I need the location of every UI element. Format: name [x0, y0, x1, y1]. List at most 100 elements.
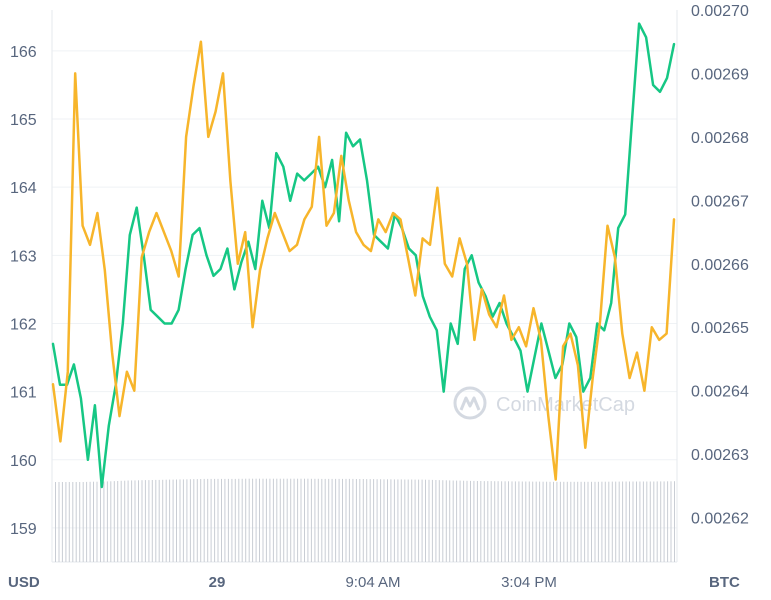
volume-bar: [272, 478, 274, 562]
volume-bar: [597, 481, 599, 562]
series: [51, 22, 676, 489]
volume-bar: [72, 482, 74, 562]
volume-bar: [425, 479, 426, 562]
volume-bar: [162, 479, 164, 562]
volume-bar: [75, 482, 77, 562]
volume-bar: [196, 479, 198, 562]
volume-bar: [508, 481, 509, 562]
volume-bar: [407, 479, 409, 562]
volume-bar: [428, 479, 430, 562]
volume-bar: [151, 480, 153, 562]
volume-bar: [456, 480, 458, 562]
right-axis-ticks: 0.00262 0.00263 0.00264 0.00265 0.00266 0.002…: [691, 3, 749, 528]
volume-bar: [120, 480, 122, 562]
volume-bar: [442, 480, 444, 562]
left-tick-label: 159: [10, 521, 37, 538]
volume-bar: [276, 478, 278, 562]
volume-bar: [497, 481, 499, 562]
volume-bar: [58, 482, 60, 562]
volume-bar: [138, 480, 139, 562]
volume-bar: [580, 481, 582, 562]
volume-bar: [473, 480, 475, 562]
volume-bar: [490, 481, 492, 562]
volume-bar: [559, 481, 561, 562]
volume-bar: [328, 478, 330, 562]
volume-bar: [463, 480, 465, 562]
volume-bar: [480, 481, 482, 562]
left-tick-label: 162: [10, 317, 37, 334]
usd-price-line: [51, 22, 676, 489]
volume-bar: [404, 479, 406, 562]
volume-bar: [210, 478, 212, 562]
volume-bar: [615, 481, 617, 562]
volume-bar: [431, 479, 433, 562]
volume-bar: [366, 479, 368, 562]
volume-bar: [618, 481, 620, 562]
volume-bar: [317, 478, 319, 562]
volume-bar: [528, 481, 530, 562]
volume-bar: [539, 481, 541, 562]
volume-bar: [470, 480, 471, 562]
right-tick-label: 0.00266: [691, 257, 749, 274]
volume-bar: [411, 479, 413, 562]
volume-bar: [55, 482, 56, 562]
volume-bar: [418, 479, 420, 562]
volume-bar: [100, 481, 101, 562]
right-tick-label: 0.00262: [691, 511, 749, 528]
volume-bar: [355, 479, 357, 562]
volume-bar: [653, 481, 655, 562]
volume-bar: [532, 481, 534, 562]
volume-bar: [131, 480, 133, 562]
volume-bar: [238, 478, 240, 562]
volume-bar: [155, 479, 157, 562]
right-axis-unit: BTC: [709, 574, 740, 591]
volume-bar: [542, 481, 544, 562]
volume-bar: [601, 481, 603, 562]
volume-bar: [663, 481, 665, 562]
volume-bar: [667, 481, 669, 562]
volume-bar: [359, 479, 361, 562]
volume-bar: [96, 481, 98, 562]
right-tick-label: 0.00268: [691, 130, 749, 147]
volume-bar: [452, 480, 454, 562]
volume-bar: [241, 478, 243, 562]
volume-bar: [224, 478, 226, 562]
volume-bar: [577, 481, 579, 562]
volume-bar: [518, 481, 520, 562]
volume-bar: [525, 481, 527, 562]
left-tick-label: 161: [10, 385, 37, 402]
volume-bar: [297, 478, 299, 562]
volume-bar: [660, 481, 662, 562]
volume-bar: [622, 481, 624, 562]
volume-bar: [345, 478, 347, 562]
volume-bar: [331, 478, 333, 562]
volume-bar: [335, 478, 337, 562]
volume-bar: [304, 478, 305, 562]
volume-bar: [252, 478, 254, 562]
volume-bar: [435, 480, 437, 562]
volume-bar: [293, 478, 295, 562]
watermark-text: CoinMarketCap: [496, 394, 635, 416]
volume-bar: [387, 479, 388, 562]
volume-bar: [438, 480, 440, 562]
volume-bar: [511, 481, 513, 562]
volume-bar: [390, 479, 392, 562]
volume-bar: [414, 479, 416, 562]
volume-bar: [400, 479, 402, 562]
volume-bar: [639, 481, 641, 562]
volume-bar: [310, 478, 312, 562]
volume-bar: [307, 478, 309, 562]
volume-bar: [646, 481, 648, 562]
volume-bar: [269, 478, 271, 562]
volume-bar: [207, 478, 209, 562]
volume-bar: [172, 479, 174, 562]
volume-bar: [165, 479, 167, 562]
volume-bar: [632, 481, 634, 562]
volume-bar: [380, 479, 382, 562]
volume-bar: [127, 480, 129, 562]
volume-bar: [594, 481, 596, 562]
right-tick-label: 0.00267: [691, 193, 749, 210]
volume-bar: [494, 481, 496, 562]
volume-bar: [546, 481, 548, 562]
